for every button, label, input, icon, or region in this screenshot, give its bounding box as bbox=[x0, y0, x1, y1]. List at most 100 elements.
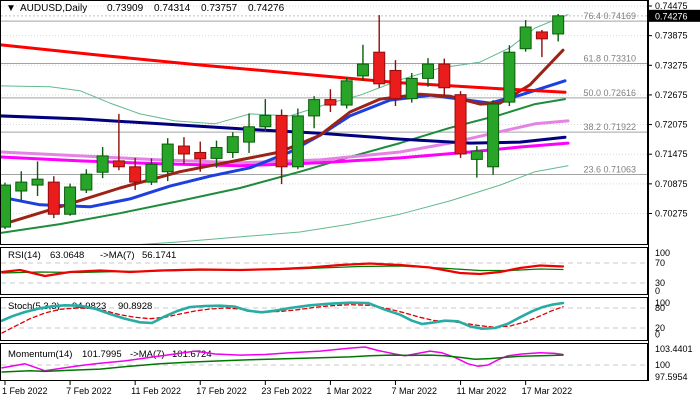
chart-title-high: 0.74314 bbox=[154, 3, 191, 14]
candle-body bbox=[15, 181, 28, 192]
time-axis-label: 17 Mar 2022 bbox=[522, 386, 573, 396]
price-axis[interactable] bbox=[648, 0, 700, 381]
candle-body bbox=[503, 51, 516, 103]
candle-body bbox=[487, 103, 500, 168]
price-axis-label: 0.72075 bbox=[655, 120, 688, 130]
time-axis-label: 11 Feb 2022 bbox=[131, 386, 181, 396]
main-panel-frame[interactable] bbox=[0, 0, 648, 245]
series-rsi bbox=[1, 262, 565, 278]
candle-body bbox=[112, 160, 125, 168]
chart-title-close: 0.74276 bbox=[248, 3, 285, 14]
candle-body bbox=[226, 136, 239, 153]
stochastic-series-group bbox=[1, 301, 565, 334]
price-axis-label: 0.74475 bbox=[655, 1, 688, 11]
momentum-label-value: 101.7995 bbox=[82, 349, 122, 360]
stochastic-axis-label: 80 bbox=[655, 303, 665, 313]
candle-body bbox=[389, 69, 402, 100]
momentum-axis-label: 103.4401 bbox=[655, 344, 693, 354]
chart-title-open: 0.73909 bbox=[107, 3, 144, 14]
rsi-label-ma: ->MA(7) bbox=[100, 250, 135, 261]
current-price-label: 0.74276 bbox=[655, 11, 688, 21]
series-momentum-ma bbox=[1, 354, 564, 373]
candle-body bbox=[96, 155, 109, 173]
rsi-label-ma-value: 56.1741 bbox=[142, 250, 176, 261]
candle-body bbox=[259, 114, 272, 128]
fib-label-38.2: 38.2 0.71922 bbox=[583, 122, 636, 132]
time-axis-label: 7 Feb 2022 bbox=[66, 386, 112, 396]
rsi-series-group bbox=[1, 262, 565, 278]
overlay-sma-red bbox=[1, 43, 567, 94]
candle-body bbox=[210, 147, 223, 159]
candle-body bbox=[422, 63, 435, 79]
time-axis-label: 1 Feb 2022 bbox=[2, 386, 48, 396]
time-axis-label: 1 Mar 2022 bbox=[326, 386, 372, 396]
series-momentum bbox=[1, 346, 564, 372]
fib-label-23.6: 23.6 0.71063 bbox=[583, 165, 636, 175]
series-stoch-k bbox=[1, 301, 565, 331]
momentum-axis-label: 100 bbox=[655, 360, 670, 370]
momentum-label-name: Momentum(14) bbox=[8, 349, 72, 360]
candle-body bbox=[535, 31, 548, 40]
candle-body bbox=[177, 145, 190, 155]
candle-body bbox=[470, 150, 483, 160]
stochastic-panel-frame[interactable] bbox=[0, 297, 648, 341]
candle-body bbox=[373, 51, 386, 85]
stochastic-axis-label: 0 bbox=[655, 330, 660, 340]
chart-title-symbol: AUDUSD,Daily bbox=[20, 3, 87, 14]
momentum-label-ma-value: 101.6724 bbox=[172, 349, 212, 360]
candle-body bbox=[291, 115, 304, 168]
overlay-sma-blue bbox=[1, 79, 567, 209]
collapse-icon[interactable]: ▼ bbox=[6, 3, 16, 14]
candle-body bbox=[80, 173, 93, 191]
overlay-sma-violet bbox=[1, 119, 570, 165]
candle-body bbox=[405, 77, 418, 100]
price-axis-label: 0.73875 bbox=[655, 31, 688, 41]
candle-body bbox=[340, 80, 353, 106]
time-axis-label: 7 Mar 2022 bbox=[391, 386, 437, 396]
candle-body bbox=[161, 143, 174, 173]
candle-body bbox=[243, 126, 256, 143]
price-axis-label: 0.73275 bbox=[655, 60, 688, 70]
candle-body bbox=[275, 114, 288, 168]
rsi-axis-label: 30 bbox=[655, 278, 665, 288]
stochastic-axis-label: 20 bbox=[655, 323, 665, 333]
momentum-series-group bbox=[1, 346, 564, 373]
candle-body bbox=[1, 184, 11, 228]
overlay-sma-navy bbox=[1, 114, 567, 145]
candle-body bbox=[145, 163, 158, 183]
fib-label-61.8: 61.8 0.73310 bbox=[583, 54, 636, 64]
fib-label-50.0: 50.0 0.72616 bbox=[583, 88, 636, 98]
momentum-label-ma: ->MA(7) bbox=[130, 349, 165, 360]
candle-body bbox=[194, 151, 207, 160]
price-axis-label: 0.70275 bbox=[655, 208, 688, 218]
candle-body bbox=[552, 15, 565, 35]
candle-body bbox=[64, 186, 77, 215]
overlay-sma-darkgreen bbox=[1, 98, 566, 234]
candle-body bbox=[47, 181, 60, 215]
time-axis-label: 23 Feb 2022 bbox=[261, 386, 312, 396]
rsi-axis-label: 0 bbox=[655, 286, 660, 296]
rsi-label-name: RSI(14) bbox=[8, 250, 41, 261]
rsi-axis-label: 100 bbox=[655, 248, 670, 258]
momentum-axis-label: 97.5954 bbox=[655, 372, 688, 382]
candle-body bbox=[519, 26, 532, 50]
overlay-upper-band bbox=[1, 14, 569, 125]
momentum-panel-frame[interactable] bbox=[0, 343, 648, 381]
candle-body bbox=[31, 178, 44, 186]
time-axis-label: 17 Feb 2022 bbox=[196, 386, 247, 396]
price-axis-label: 0.71475 bbox=[655, 149, 688, 159]
rsi-panel-frame[interactable] bbox=[0, 247, 648, 295]
price-axis-label: 0.72675 bbox=[655, 90, 688, 100]
stochastic-label-name: Stoch(5,3,3) bbox=[8, 301, 60, 312]
rsi-label-value: 63.0648 bbox=[50, 250, 84, 261]
candle-body bbox=[356, 63, 369, 77]
current-price-box bbox=[649, 9, 700, 22]
candle-body bbox=[454, 94, 467, 155]
candle-body bbox=[308, 99, 321, 117]
price-axis-label: 0.70875 bbox=[655, 179, 688, 189]
stochastic-axis-label: 100 bbox=[655, 298, 670, 308]
stochastic-label-value-d: 90.8928 bbox=[118, 301, 152, 312]
candles-group bbox=[1, 13, 565, 230]
